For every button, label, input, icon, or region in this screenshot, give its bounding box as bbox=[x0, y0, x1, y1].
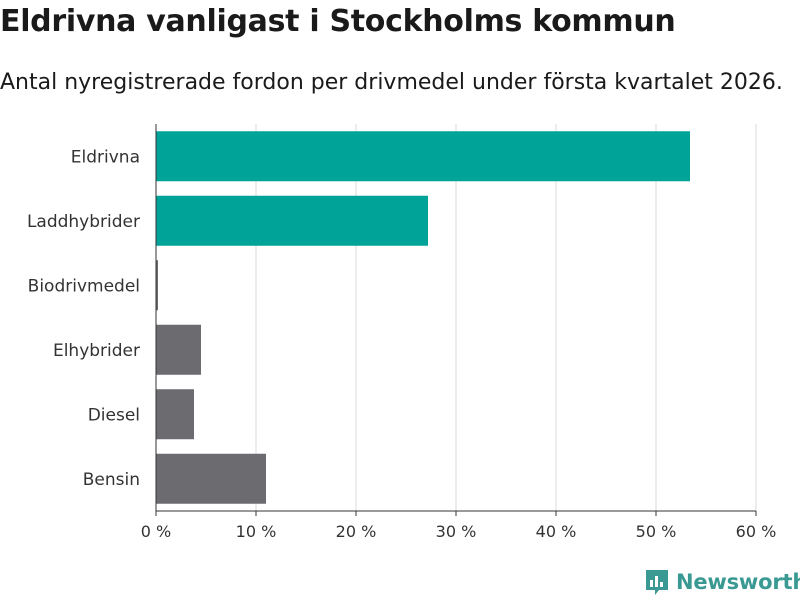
x-tick-label: 20 % bbox=[336, 522, 377, 541]
category-label: Diesel bbox=[88, 405, 140, 425]
x-tick-label: 40 % bbox=[536, 522, 577, 541]
category-label: Laddhybrider bbox=[27, 212, 140, 232]
chart-title: Eldrivna vanligast i Stockholms kommun bbox=[0, 4, 676, 39]
bar-bensin bbox=[156, 453, 266, 504]
category-label: Bensin bbox=[83, 470, 140, 490]
brand: Newsworthy bbox=[644, 568, 800, 596]
x-tick-label: 60 % bbox=[736, 522, 777, 541]
newsworthy-logo-icon bbox=[646, 570, 668, 595]
bar-biodrivmedel bbox=[156, 260, 158, 311]
bar-diesel bbox=[156, 389, 194, 440]
chart-subtitle: Antal nyregistrerade fordon per drivmede… bbox=[0, 70, 783, 95]
x-tick-label: 30 % bbox=[436, 522, 477, 541]
category-label: Elhybrider bbox=[53, 341, 140, 361]
x-tick-label: 10 % bbox=[236, 522, 277, 541]
bar-laddhybrider bbox=[156, 195, 428, 246]
gridlines bbox=[255, 124, 757, 511]
brand-name: Newsworthy bbox=[676, 570, 800, 594]
x-tick-labels: 0 % 10 % 20 % 30 % 40 % 50 % 60 % bbox=[141, 522, 777, 541]
category-label: Biodrivmedel bbox=[28, 276, 140, 296]
x-tick-label: 0 % bbox=[141, 522, 171, 541]
bar-eldrivna bbox=[156, 131, 690, 182]
bars bbox=[156, 131, 690, 504]
x-axis bbox=[155, 124, 757, 516]
category-label: Eldrivna bbox=[71, 147, 140, 167]
bar-elhybrider bbox=[156, 324, 201, 375]
x-tick-label: 50 % bbox=[636, 522, 677, 541]
category-labels: Eldrivna Laddhybrider Biodrivmedel Elhybrid… bbox=[27, 147, 140, 490]
